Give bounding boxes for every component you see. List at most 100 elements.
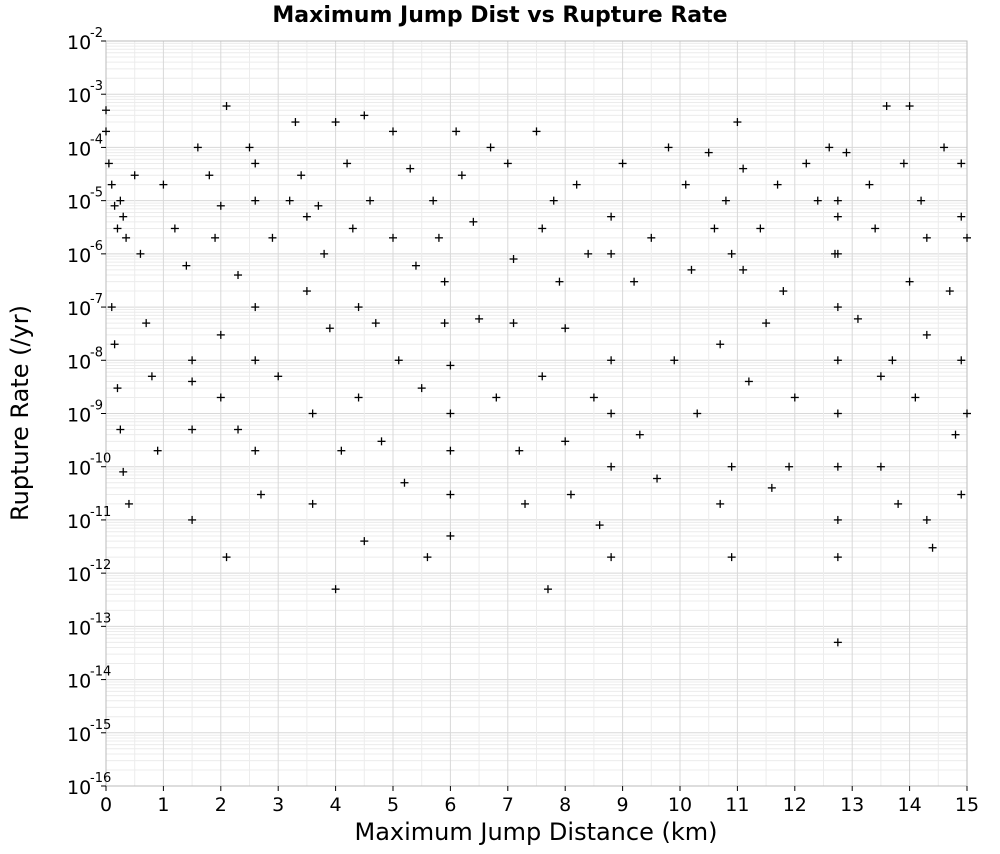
scatter-point: [670, 356, 679, 365]
y-tick-label: 10: [67, 192, 91, 214]
scatter-point: [457, 171, 466, 180]
scatter-point: [922, 515, 931, 524]
scatter-point: [446, 531, 455, 540]
scatter-point: [331, 585, 340, 594]
scatter-point: [446, 409, 455, 418]
scatter-point: [595, 521, 604, 530]
scatter-point: [159, 180, 168, 189]
scatter-point: [905, 277, 914, 286]
x-tick-label: 13: [840, 794, 864, 816]
scatter-point: [756, 224, 765, 233]
scatter-point: [119, 467, 128, 476]
scatter-point: [882, 102, 891, 111]
scatter-point: [188, 425, 197, 434]
scatter-point: [687, 265, 696, 274]
scatter-point: [876, 462, 885, 471]
scatter-point: [308, 499, 317, 508]
scatter-point: [704, 148, 713, 157]
scatter-point: [963, 409, 971, 418]
scatter-point: [561, 437, 570, 446]
scatter-point: [503, 159, 512, 168]
scatter-point: [205, 171, 214, 180]
scatter-point: [833, 462, 842, 471]
scatter-point: [790, 393, 799, 402]
scatter-point: [584, 249, 593, 258]
scatter-point: [785, 462, 794, 471]
x-tick-label: 6: [444, 794, 456, 816]
scatter-point: [107, 303, 116, 312]
scatter-point: [509, 255, 518, 264]
scatter-point: [124, 499, 133, 508]
scatter-point: [589, 393, 598, 402]
scatter-point: [251, 356, 260, 365]
y-tick-exponent: -11: [90, 505, 111, 520]
scatter-point: [234, 425, 243, 434]
scatter-point: [274, 372, 283, 381]
y-tick-exponent: -14: [90, 665, 111, 680]
scatter-point: [871, 224, 880, 233]
scatter-point: [314, 201, 323, 210]
scatter-point: [469, 217, 478, 226]
scatter-point: [727, 462, 736, 471]
scatter-point: [486, 143, 495, 152]
scatter-point: [853, 314, 862, 323]
scatter-point: [802, 159, 811, 168]
x-tick-label: 3: [272, 794, 284, 816]
scatter-point: [104, 159, 113, 168]
scatter-point: [647, 233, 656, 242]
y-tick-exponent: -5: [90, 186, 103, 201]
scatter-point: [767, 483, 776, 492]
scatter-point: [607, 462, 616, 471]
scatter-point: [440, 319, 449, 328]
x-tick-label: 12: [783, 794, 807, 816]
scatter-point: [440, 277, 449, 286]
scatter-point: [543, 585, 552, 594]
x-tick-label: 2: [215, 794, 227, 816]
y-tick-label: 10: [67, 138, 91, 160]
scatter-point: [951, 430, 960, 439]
scatter-point: [739, 265, 748, 274]
scatter-point: [331, 118, 340, 127]
scatter-point: [188, 356, 197, 365]
scatter-point: [411, 261, 420, 270]
scatter-point: [130, 171, 139, 180]
y-tick-label: 10: [67, 671, 91, 693]
scatter-point: [113, 224, 122, 233]
scatter-point: [509, 319, 518, 328]
scatter-point: [940, 143, 949, 152]
scatter-point: [833, 356, 842, 365]
y-tick-exponent: -6: [90, 239, 103, 254]
data-points: [102, 102, 971, 647]
scatter-point: [446, 361, 455, 370]
x-tick-label: 14: [898, 794, 922, 816]
scatter-point: [147, 372, 156, 381]
scatter-point: [905, 102, 914, 111]
scatter-point: [607, 212, 616, 221]
scatter-point: [635, 430, 644, 439]
scatter-point: [320, 249, 329, 258]
scatter-point: [394, 356, 403, 365]
scatter-point: [566, 490, 575, 499]
y-tick-label: 10: [67, 777, 91, 799]
scatter-point: [251, 446, 260, 455]
y-tick-label: 10: [67, 564, 91, 586]
scatter-point: [813, 196, 822, 205]
scatter-point: [739, 164, 748, 173]
scatter-point: [888, 356, 897, 365]
scatter-point: [110, 201, 119, 210]
x-tick-label: 11: [725, 794, 749, 816]
scatter-point: [928, 543, 937, 552]
scatter-point: [561, 324, 570, 333]
y-axis-ticks: 10-210-310-410-510-610-710-810-910-1010-…: [67, 26, 111, 799]
scatter-point: [423, 553, 432, 562]
scatter-point: [122, 233, 131, 242]
scatter-point: [216, 393, 225, 402]
x-tick-label: 9: [617, 794, 629, 816]
scatter-point: [618, 159, 627, 168]
y-tick-exponent: -4: [90, 132, 103, 147]
scatter-point: [188, 377, 197, 386]
scatter-point: [389, 233, 397, 242]
scatter-point: [216, 330, 225, 339]
scatter-point: [308, 409, 317, 418]
